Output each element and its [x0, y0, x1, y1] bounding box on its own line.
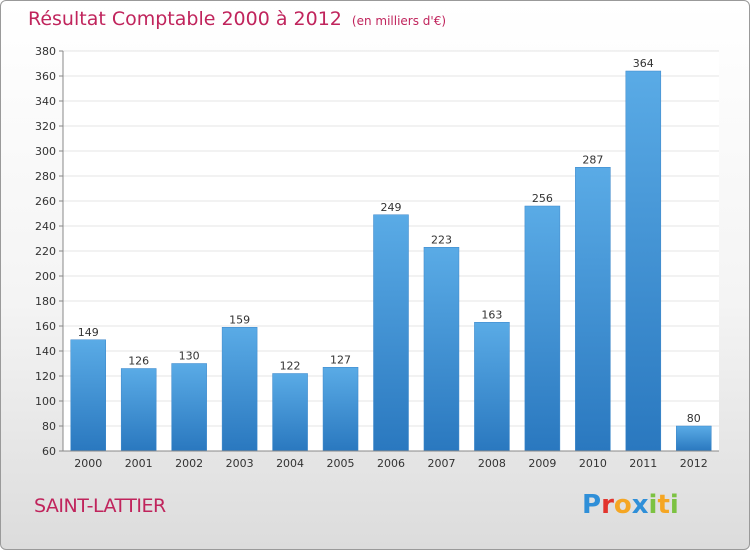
x-tick-label: 2007	[427, 457, 455, 470]
logo-letter: r	[601, 490, 614, 520]
bar-value-label: 122	[280, 360, 301, 373]
axes: 2000 2001 2002 2003 2004 2005 2006 2007 2008 2009…	[62, 51, 719, 470]
x-tick-label: 2009	[528, 457, 556, 470]
y-tick-label: 240	[35, 220, 56, 233]
commune-name: SAINT-LATTIER	[34, 495, 166, 517]
y-tick-label: 160	[35, 320, 56, 333]
bar	[625, 70, 662, 452]
y-tick-label: 120	[35, 370, 56, 383]
bar-value-label: 159	[229, 313, 250, 326]
bar	[171, 363, 207, 452]
bar	[524, 205, 561, 452]
bar	[423, 247, 460, 452]
y-tick-label: 340	[35, 95, 56, 108]
bar-value-label: 163	[481, 308, 502, 321]
x-tick-label: 2001	[125, 457, 153, 470]
bar-value-label: 223	[431, 233, 452, 246]
y-axis-ticks: 60 80 100 120 140 160 180 200 220 240 260 280 300 320…	[35, 45, 63, 458]
bar-value-label: 126	[128, 355, 149, 368]
logo-letter: t	[657, 490, 670, 520]
x-tick-label: 2000	[74, 457, 102, 470]
y-tick-label: 100	[35, 395, 56, 408]
bar	[322, 367, 359, 452]
x-tick-label: 2010	[579, 457, 607, 470]
bars: 149 126 130 159 122 127 249 223 163 256 287 364 80	[70, 57, 712, 452]
bar	[676, 425, 712, 452]
y-tick-label: 180	[35, 295, 56, 308]
logo-letter: o	[613, 490, 632, 520]
bar-value-label: 80	[687, 412, 701, 425]
bar-value-label: 287	[582, 153, 603, 166]
y-tick-label: 60	[42, 445, 56, 458]
x-tick-label: 2012	[680, 457, 708, 470]
y-tick-label: 360	[35, 70, 56, 83]
logo-letter: i	[669, 490, 679, 520]
bar	[272, 373, 308, 452]
y-tick-label: 320	[35, 120, 56, 133]
y-tick-label: 280	[35, 170, 56, 183]
x-tick-label: 2004	[276, 457, 304, 470]
bar	[70, 339, 106, 452]
bar-value-label: 256	[532, 192, 553, 205]
bar-value-label: 249	[381, 201, 402, 214]
y-tick-label: 220	[35, 245, 56, 258]
bar	[120, 368, 157, 452]
bar	[373, 214, 409, 452]
x-tick-label: 2003	[226, 457, 254, 470]
x-tick-label: 2006	[377, 457, 405, 470]
chart-title: Résultat Comptable 2000 à 2012 (en millie…	[28, 8, 446, 30]
proxiti-logo: Proxiti	[582, 490, 679, 520]
bar-value-label: 149	[78, 326, 99, 339]
x-tick-label: 2008	[478, 457, 506, 470]
y-tick-label: 260	[35, 195, 56, 208]
logo-letter: P	[582, 490, 602, 520]
y-tick-label: 200	[35, 270, 56, 283]
y-tick-label: 300	[35, 145, 56, 158]
x-tick-label: 2002	[175, 457, 203, 470]
bar-value-label: 127	[330, 353, 351, 366]
chart-title-text: Résultat Comptable 2000 à 2012	[28, 8, 342, 30]
bar-value-label: 130	[179, 350, 200, 363]
x-tick-label: 2005	[327, 457, 355, 470]
bar	[575, 167, 611, 452]
logo-letter: x	[631, 490, 649, 520]
y-tick-label: 80	[42, 420, 56, 433]
x-tick-label: 2011	[629, 457, 657, 470]
y-tick-label: 140	[35, 345, 56, 358]
logo-letter: i	[648, 490, 658, 520]
y-tick-label: 380	[35, 45, 56, 58]
bar-value-label: 364	[633, 57, 654, 70]
chart-unit-text: (en milliers d'€)	[351, 14, 447, 28]
bar	[221, 327, 258, 452]
bar	[474, 322, 510, 452]
